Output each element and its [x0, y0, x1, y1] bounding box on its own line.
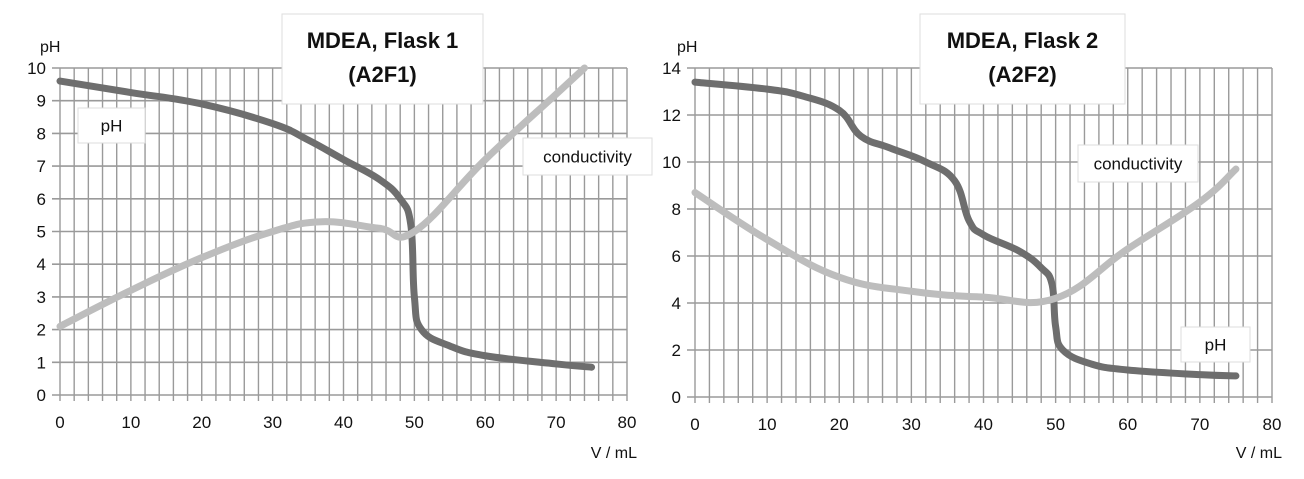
y-tick-label: 14: [662, 59, 681, 78]
series-line-conductivity: [691, 165, 1240, 307]
y-tick-label: 4: [672, 294, 681, 313]
y-tick-label: 1: [37, 353, 46, 372]
x-tick-label: 50: [405, 413, 424, 432]
x-tick-label: 80: [1263, 415, 1282, 434]
x-tick-label: 70: [1190, 415, 1209, 434]
x-axis-label: V / mL: [1236, 445, 1282, 462]
x-axis-label: V / mL: [591, 445, 637, 462]
y-tick-label: 2: [37, 321, 46, 340]
annotation-box: [1077, 144, 1199, 183]
title-box: [919, 13, 1126, 105]
y-tick-label: 8: [37, 124, 46, 143]
chart-subtitle: (A2F1): [348, 62, 416, 87]
series-line-conductivity: [56, 64, 588, 330]
y-tick-label: 7: [37, 157, 46, 176]
series-annotation: conductivity: [1094, 155, 1183, 174]
y-tick-label: 10: [662, 153, 681, 172]
series-annotation: conductivity: [543, 148, 632, 167]
y-tick-label: 4: [37, 255, 46, 274]
y-axis-label: pH: [40, 39, 60, 56]
x-tick-label: 70: [547, 413, 566, 432]
chart-title: MDEA, Flask 1: [307, 28, 459, 53]
x-tick-label: 0: [690, 415, 699, 434]
title-box: [281, 13, 484, 105]
chart-1: 0 1 2 3 4 5 6 7 8 9 10 0 10 20 30 40 50 60 70 80 pH V / mL MDE…: [27, 13, 653, 462]
annotation-box: [1180, 326, 1251, 363]
chart-2: 0 2 4 6 8 10 12 14 0 10 20 30 40 50 60 70 80 pH V / mL MDEA…: [662, 13, 1282, 462]
y-tick-label: 8: [672, 200, 681, 219]
x-tick-label: 40: [334, 413, 353, 432]
y-tick-label: 5: [37, 223, 46, 242]
x-tick-label: 30: [263, 413, 282, 432]
y-tick-label: 6: [672, 247, 681, 266]
annotation-box: [77, 107, 146, 144]
y-tick-label: 0: [37, 386, 46, 405]
y-tick-label: 10: [27, 59, 46, 78]
y-tick-label: 0: [672, 388, 681, 407]
y-tick-label: 9: [37, 92, 46, 111]
x-tick-label: 20: [192, 413, 211, 432]
x-tick-label: 10: [121, 413, 140, 432]
chart-subtitle: (A2F2): [988, 62, 1056, 87]
x-tick-label: 60: [476, 413, 495, 432]
x-tick-label: 60: [1118, 415, 1137, 434]
x-tick-label: 50: [1046, 415, 1065, 434]
series-line-ph: [56, 77, 596, 371]
series-line-ph: [691, 78, 1240, 380]
x-tick-label: 10: [758, 415, 777, 434]
y-tick-label: 12: [662, 106, 681, 125]
x-tick-label: 20: [830, 415, 849, 434]
x-tick-label: 40: [974, 415, 993, 434]
x-tick-label: 80: [618, 413, 637, 432]
series-annotation: pH: [101, 117, 123, 136]
y-tick-label: 6: [37, 190, 46, 209]
y-tick-label: 3: [37, 288, 46, 307]
x-tick-label: 0: [55, 413, 64, 432]
y-tick-label: 2: [672, 341, 681, 360]
series-annotation: pH: [1205, 336, 1227, 355]
x-tick-label: 30: [902, 415, 921, 434]
chart-title: MDEA, Flask 2: [947, 28, 1099, 53]
annotation-box: [522, 137, 653, 176]
y-axis-label: pH: [677, 39, 697, 56]
